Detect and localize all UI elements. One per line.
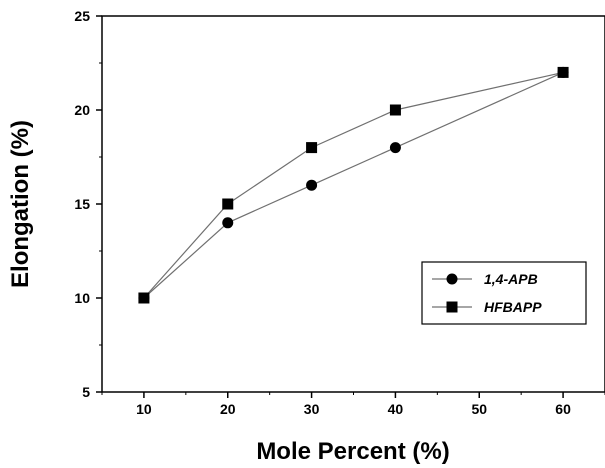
data-point bbox=[389, 142, 401, 154]
data-point bbox=[306, 142, 318, 154]
x-tick-label: 50 bbox=[471, 401, 487, 417]
x-tick-label: 60 bbox=[555, 401, 571, 417]
legend-marker bbox=[446, 273, 458, 285]
x-axis-ticks: 10 20 30 40 50 60 bbox=[101, 392, 605, 417]
y-axis-title: Elongation (%) bbox=[7, 120, 34, 288]
x-tick-label: 30 bbox=[304, 401, 320, 417]
plot-frame bbox=[101, 15, 605, 393]
legend-label: 1,4-APB bbox=[484, 271, 538, 287]
data-point bbox=[138, 292, 150, 304]
legend: 1,4-APB HFBAPP bbox=[421, 261, 587, 325]
y-tick-label: 15 bbox=[74, 196, 90, 212]
series-markers bbox=[138, 66, 569, 304]
x-tick-label: 10 bbox=[136, 401, 152, 417]
x-tick-label: 40 bbox=[388, 401, 404, 417]
y-tick-label: 10 bbox=[74, 290, 90, 306]
legend-box bbox=[421, 261, 587, 325]
y-tick-label: 5 bbox=[82, 384, 90, 400]
data-point bbox=[389, 104, 401, 116]
data-point bbox=[557, 66, 569, 78]
legend-marker bbox=[446, 301, 458, 313]
y-axis-ticks: 5 10 15 20 25 bbox=[74, 8, 102, 400]
data-point bbox=[222, 217, 234, 229]
y-tick-label: 20 bbox=[74, 102, 90, 118]
data-point bbox=[306, 179, 318, 191]
x-tick-label: 20 bbox=[220, 401, 236, 417]
y-tick-label: 25 bbox=[74, 8, 90, 24]
x-axis-title: Mole Percent (%) bbox=[256, 438, 449, 465]
legend-label: HFBAPP bbox=[484, 299, 542, 315]
data-point bbox=[222, 198, 234, 210]
